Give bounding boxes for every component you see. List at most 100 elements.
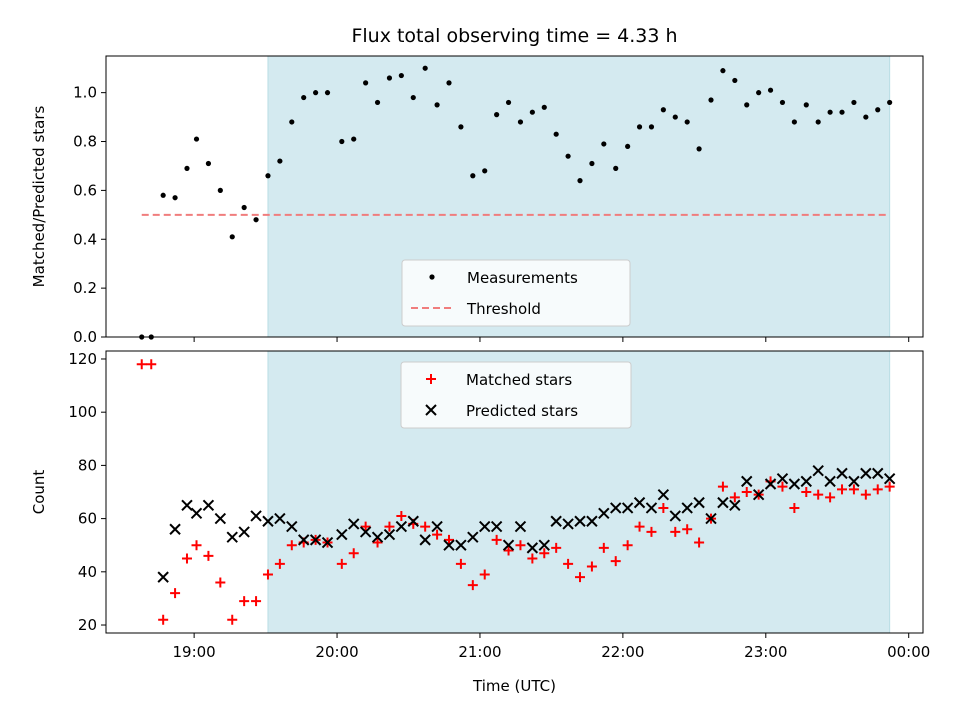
point-matched-stars-0 [136,359,147,370]
point-predicted-stars-8 [250,510,262,522]
point-measurements-15 [313,90,319,96]
point-matched-stars-36 [563,558,574,569]
point-matched-stars-12 [274,558,285,569]
point-matched-stars-42 [634,521,645,532]
point-matched-stars-10 [251,596,262,607]
point-predicted-stars-13 [309,534,322,546]
point-predicted-stars-58 [848,475,860,488]
y-tick-label: 0.2 [73,279,97,297]
point-predicted-stars-55 [812,465,824,477]
series-measurements [139,65,893,340]
point-matched-stars-19 [360,521,371,532]
point-matched-stars-43 [646,526,657,537]
point-predicted-stars-23 [431,520,443,533]
point-predicted-stars-39 [621,502,634,514]
point-predicted-stars-49 [741,475,753,488]
point-predicted-stars-21 [407,515,419,527]
point-matched-stars-51 [741,487,752,497]
point-predicted-stars-34 [562,518,574,530]
point-measurements-46 [684,119,690,125]
point-matched-stars-21 [384,521,395,532]
point-predicted-stars-7 [238,526,250,538]
point-matched-stars-2 [158,614,169,625]
point-predicted-stars-16 [348,518,360,530]
point-measurements-60 [851,99,857,106]
chart-title: Flux total observing time = 4.33 h [351,25,677,47]
point-matched-stars-61 [860,489,871,500]
point-predicted-stars-48 [729,499,741,512]
x-tick-label: 21:00 [458,643,501,661]
point-predicted-stars-54 [800,475,812,488]
point-measurements-47 [696,146,702,152]
point-measurements-55 [791,119,797,125]
point-predicted-stars-38 [610,502,622,514]
point-predicted-stars-5 [214,512,227,525]
point-matched-stars-62 [872,484,883,495]
point-matched-stars-49 [717,481,728,492]
legend-marker-dot [429,274,435,280]
point-predicted-stars-42 [657,488,670,501]
point-measurements-59 [839,109,845,115]
y-tick-label: 1.0 [73,84,97,102]
y-tick-label: 20 [78,616,97,634]
legend-box [400,361,632,429]
point-measurements-29 [482,168,488,174]
point-matched-stars-32 [515,540,526,551]
y-tick-label: 0.0 [73,328,97,346]
point-matched-stars-17 [336,558,347,569]
point-predicted-stars-31 [526,542,539,554]
point-measurements-7 [217,187,223,193]
point-matched-stars-34 [539,548,550,559]
point-measurements-20 [374,99,381,106]
y-tick-label: 80 [78,456,97,474]
x-tick-label: 00:00 [887,643,930,661]
point-matched-stars-9 [239,596,250,607]
point-matched-stars-38 [586,561,597,572]
point-predicted-stars-29 [502,539,515,551]
point-measurements-61 [863,114,869,120]
point-matched-stars-22 [396,510,407,521]
point-predicted-stars-40 [633,496,646,509]
point-measurements-3 [172,195,178,201]
point-measurements-11 [265,173,271,179]
point-predicted-stars-11 [286,520,298,533]
point-matched-stars-28 [467,580,478,591]
point-measurements-12 [277,158,283,164]
point-measurements-40 [613,165,619,171]
legend-label: Threshold [466,300,541,318]
point-matched-stars-8 [227,614,238,625]
point-matched-stars-30 [491,534,502,545]
point-predicted-stars-52 [776,472,789,485]
point-predicted-stars-32 [538,539,550,551]
point-matched-stars-46 [682,524,693,535]
point-measurements-53 [767,87,774,93]
point-predicted-stars-36 [586,515,598,527]
point-measurements-22 [398,72,404,79]
point-predicted-stars-0 [157,571,169,583]
point-predicted-stars-4 [202,499,215,512]
panel-counts: 19:00 20:00 21:00 22:00 23:00 00:00 20 40 60 80 10… [30,350,930,695]
point-matched-stars-39 [598,542,609,553]
y-tick-label: 0.8 [73,133,97,151]
legend: Measurements Threshold [401,259,631,327]
point-predicted-stars-6 [226,531,238,543]
point-measurements-21 [386,75,393,81]
point-predicted-stars-24 [443,539,455,551]
point-measurements-17 [339,138,345,145]
point-measurements-18 [351,136,357,142]
point-matched-stars-11 [262,569,273,580]
point-matched-stars-41 [622,540,633,551]
point-measurements-37 [577,178,583,184]
point-matched-stars-24 [420,521,431,532]
point-predicted-stars-59 [860,467,872,480]
point-predicted-stars-46 [705,512,717,525]
point-measurements-38 [589,160,595,167]
point-matched-stars-31 [503,545,514,556]
point-predicted-stars-10 [274,512,286,525]
point-measurements-52 [756,90,762,96]
point-measurements-9 [241,204,247,211]
point-predicted-stars-51 [764,478,777,490]
point-matched-stars-63 [884,481,895,492]
point-predicted-stars-30 [514,520,527,533]
point-predicted-stars-19 [383,528,396,541]
